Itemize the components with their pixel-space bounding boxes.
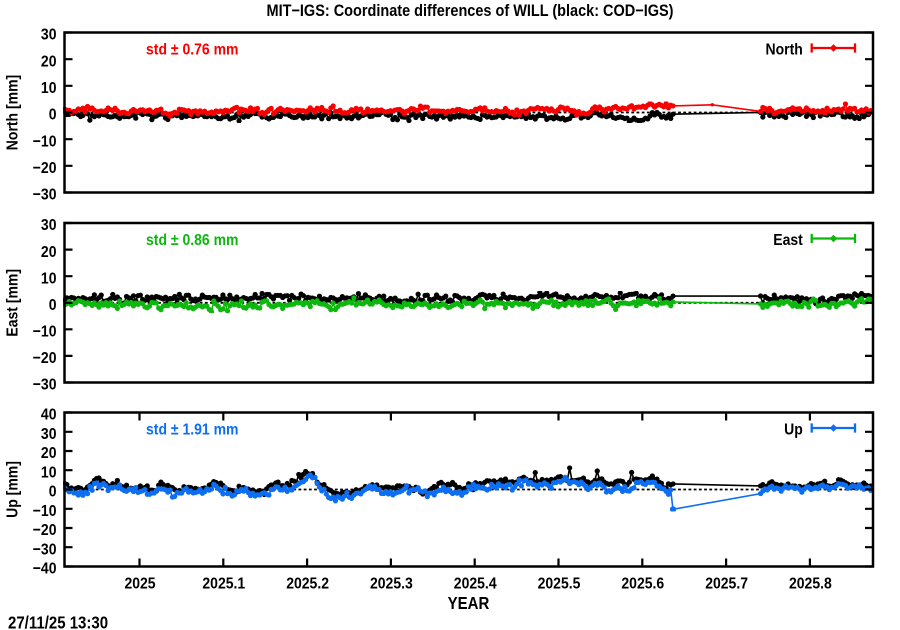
- svg-text:2025.1: 2025.1: [202, 575, 245, 593]
- svg-text:Up: Up: [784, 421, 803, 439]
- svg-text:20: 20: [41, 243, 57, 261]
- svg-text:North: North: [765, 41, 802, 59]
- svg-text:std ± 0.86 mm: std ± 0.86 mm: [146, 231, 238, 249]
- svg-text:27/11/25 13:30: 27/11/25 13:30: [8, 613, 108, 630]
- svg-text:−20: −20: [33, 159, 57, 177]
- svg-text:−30: −30: [33, 376, 57, 394]
- svg-text:−30: −30: [33, 541, 57, 559]
- svg-text:0: 0: [49, 106, 57, 124]
- svg-text:2025.3: 2025.3: [370, 575, 413, 593]
- svg-text:2025.2: 2025.2: [286, 575, 329, 593]
- svg-text:−20: −20: [33, 521, 57, 539]
- svg-text:2025.5: 2025.5: [538, 575, 581, 593]
- svg-text:YEAR: YEAR: [448, 594, 490, 613]
- svg-text:30: 30: [41, 26, 57, 44]
- svg-text:−10: −10: [33, 502, 57, 520]
- svg-text:40: 40: [41, 406, 57, 424]
- svg-text:std ± 1.91 mm: std ± 1.91 mm: [146, 421, 238, 439]
- svg-text:−30: −30: [33, 186, 57, 204]
- svg-text:std ± 0.76 mm: std ± 0.76 mm: [146, 41, 238, 59]
- svg-text:30: 30: [41, 425, 57, 443]
- svg-text:0: 0: [49, 483, 57, 501]
- svg-text:MIT−IGS: Coordinate difference: MIT−IGS: Coordinate differences of WILL …: [267, 2, 674, 20]
- svg-text:2025: 2025: [124, 575, 155, 593]
- svg-text:−20: −20: [33, 349, 57, 367]
- svg-text:10: 10: [41, 270, 57, 288]
- svg-text:30: 30: [41, 216, 57, 234]
- svg-text:10: 10: [41, 464, 57, 482]
- svg-text:North [mm]: North [mm]: [4, 75, 22, 150]
- svg-text:10: 10: [41, 79, 57, 97]
- svg-text:20: 20: [41, 444, 57, 462]
- svg-text:0: 0: [49, 296, 57, 314]
- svg-text:2025.7: 2025.7: [705, 575, 748, 593]
- svg-text:−10: −10: [33, 323, 57, 341]
- svg-text:East: East: [773, 231, 803, 249]
- svg-text:−10: −10: [33, 133, 57, 151]
- svg-text:2025.4: 2025.4: [454, 575, 497, 593]
- svg-text:Up [mm]: Up [mm]: [4, 461, 22, 518]
- svg-text:East [mm]: East [mm]: [4, 269, 22, 337]
- svg-text:20: 20: [41, 53, 57, 71]
- svg-text:2025.8: 2025.8: [789, 575, 832, 593]
- svg-text:−40: −40: [33, 560, 57, 578]
- svg-text:2025.6: 2025.6: [621, 575, 664, 593]
